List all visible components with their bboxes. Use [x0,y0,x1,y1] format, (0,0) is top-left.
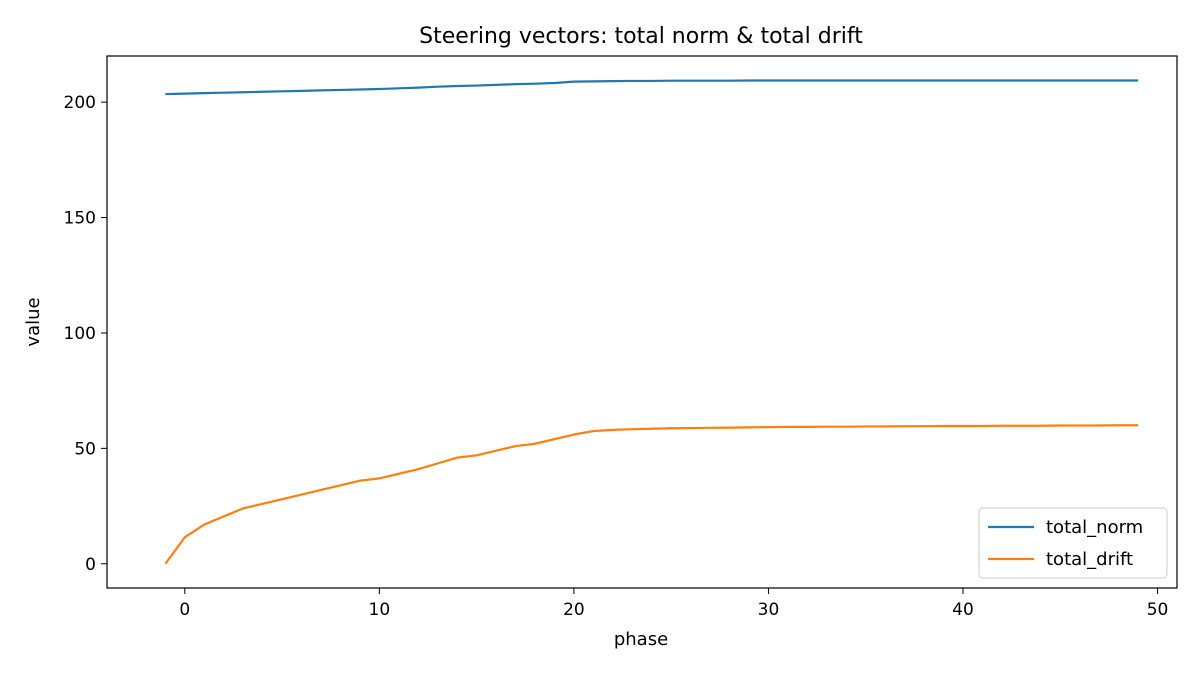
y-tick-label: 150 [64,209,96,229]
legend-box [978,507,1168,579]
chart-title: Steering vectors: total norm & total dri… [419,24,863,49]
x-axis: 0 10 20 30 40 50 [179,588,1168,620]
y-tick-label: 0 [85,555,96,575]
y-tick-label: 100 [64,324,96,344]
series-layer [164,79,1139,565]
plot-frame [106,55,1178,589]
x-axis-label: phase [614,629,668,650]
plot-area [106,55,1178,589]
series-line-total-drift [164,424,1139,565]
y-axis-label: value [23,297,44,346]
y-axis: 0 50 100 150 200 [64,93,107,575]
x-tick-label: 50 [1147,600,1169,620]
legend: total_norm total_drift [978,507,1168,579]
y-tick-label: 200 [64,93,96,113]
x-tick-label: 0 [179,600,190,620]
x-tick-label: 30 [758,600,780,620]
y-tick-label: 50 [74,439,96,459]
series-line-total-norm [165,79,1139,96]
legend-label: total_drift [1046,549,1133,570]
x-tick-label: 10 [369,600,391,620]
x-tick-label: 40 [952,600,974,620]
x-tick-label: 20 [563,600,585,620]
legend-label: total_norm [1046,517,1143,538]
